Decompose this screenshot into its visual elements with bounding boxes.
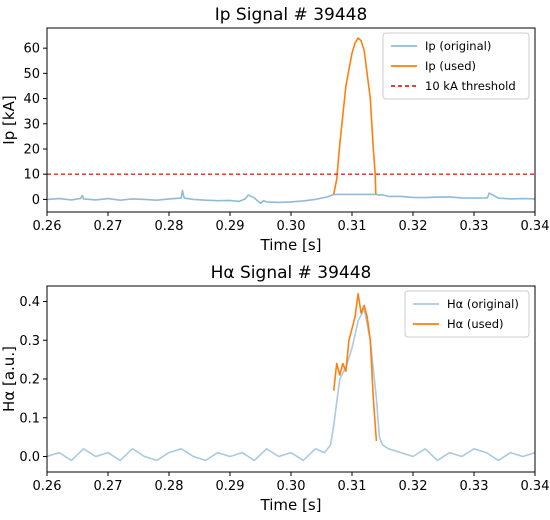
y-tick-label: 0.4 xyxy=(19,295,40,310)
y-tick-label: 40 xyxy=(23,92,40,107)
legend-label-3: 10 kA threshold xyxy=(425,79,516,93)
chart-title: Hα Signal # 39448 xyxy=(211,263,372,283)
x-axis-label: Time [s] xyxy=(260,236,322,254)
x-tick-label: 0.30 xyxy=(277,479,306,494)
x-tick-label: 0.31 xyxy=(338,219,367,234)
x-tick-label: 0.30 xyxy=(277,219,306,234)
y-tick-label: 0 xyxy=(32,193,40,208)
x-axis-label: Time [s] xyxy=(260,496,322,514)
chart-1: Ip Signal # 39448 0.26 0.27 0.28 0.29 0.30 0.3… xyxy=(0,5,549,254)
x-tick-label: 0.34 xyxy=(521,219,550,234)
y-axis-label: Ip [kA] xyxy=(0,95,18,144)
legend-label-1: Ip (original) xyxy=(425,39,491,53)
plot-area xyxy=(47,37,535,204)
x-tick-label: 0.26 xyxy=(33,479,62,494)
legend-box xyxy=(382,32,530,100)
legend-label-2: Ip (used) xyxy=(425,59,476,73)
x-tick-label: 0.29 xyxy=(216,219,245,234)
legend-label-2: Hα (used) xyxy=(447,317,504,331)
x-tick-label: 0.29 xyxy=(216,479,245,494)
y-tick-label: 0.0 xyxy=(19,450,40,465)
legend: Hα (original) Hα (used) xyxy=(404,290,530,338)
y-tick-label: 30 xyxy=(23,117,40,132)
x-tick-label: 0.32 xyxy=(399,219,428,234)
legend: Ip (original) Ip (used) 10 kA threshold xyxy=(382,32,530,100)
legend-box xyxy=(404,290,530,338)
y-tick-label: 60 xyxy=(23,42,40,57)
y-tick-label: 0.1 xyxy=(19,411,40,426)
y-tick-label: 0.3 xyxy=(19,334,40,349)
y-axis-label: Hα [a.u.] xyxy=(0,346,18,412)
x-tick-label: 0.28 xyxy=(155,219,184,234)
x-tick-label: 0.27 xyxy=(94,219,123,234)
x-tick-label: 0.33 xyxy=(460,479,489,494)
y-tick-label: 10 xyxy=(23,168,40,183)
series-line-1 xyxy=(47,308,535,462)
plot-area xyxy=(47,292,535,462)
x-tick-label: 0.26 xyxy=(33,219,62,234)
series-line-2 xyxy=(332,37,377,195)
x-tick-label: 0.31 xyxy=(338,479,367,494)
x-tick-label: 0.32 xyxy=(399,479,428,494)
x-tick-label: 0.27 xyxy=(94,479,123,494)
x-tick-label: 0.34 xyxy=(521,479,550,494)
y-tick-label: 0.2 xyxy=(19,373,40,388)
legend-label-1: Hα (original) xyxy=(447,297,519,311)
x-tick-label: 0.28 xyxy=(155,479,184,494)
series-line-2 xyxy=(332,292,378,442)
chart-title: Ip Signal # 39448 xyxy=(215,5,368,25)
y-tick-label: 20 xyxy=(23,142,40,157)
x-tick-label: 0.33 xyxy=(460,219,489,234)
series-line-1 xyxy=(47,189,535,204)
y-tick-label: 50 xyxy=(23,67,40,82)
chart-2: Hα Signal # 39448 0.26 0.27 0.28 0.29 0.30 0.3… xyxy=(0,263,549,514)
